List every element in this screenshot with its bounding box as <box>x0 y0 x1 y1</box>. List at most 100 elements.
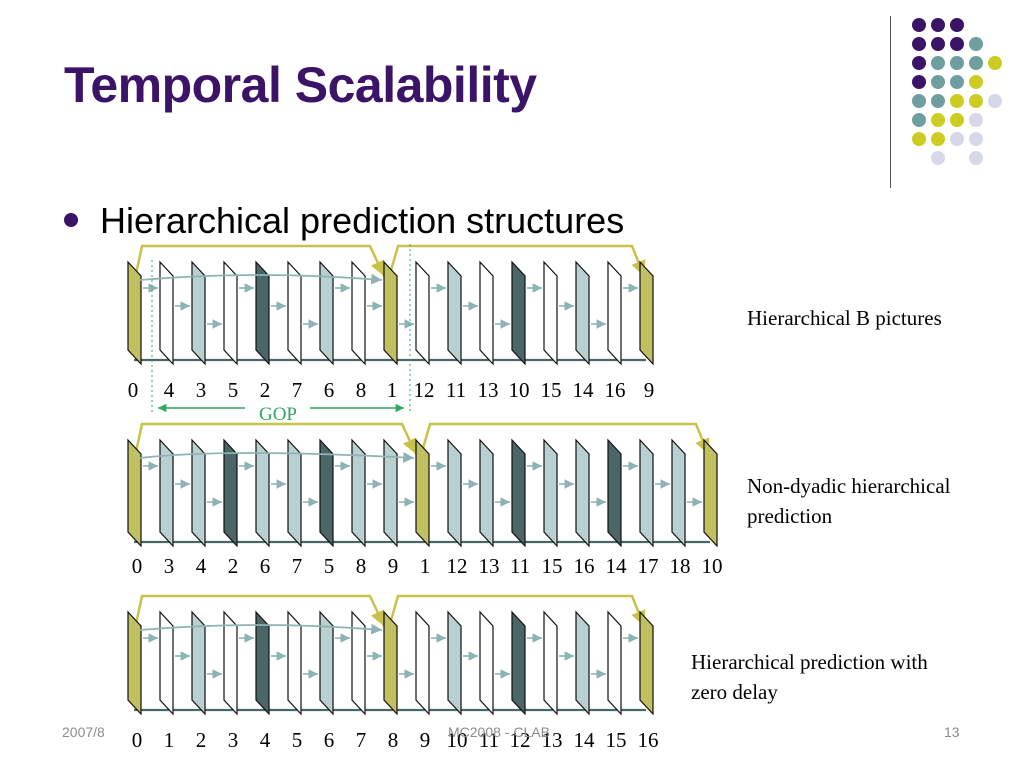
frame-level3 <box>351 610 366 716</box>
frame-order-label: 8 <box>356 378 367 402</box>
frame-order-label: 11 <box>510 554 530 578</box>
frame-level1 <box>511 260 526 366</box>
frame-level3 <box>479 260 494 366</box>
frame-key <box>127 260 142 366</box>
frame-level2 <box>479 438 494 548</box>
frame-level2 <box>319 610 334 716</box>
frame-level1 <box>223 438 238 548</box>
frame-order-label: 8 <box>356 554 367 578</box>
decorative-dot <box>950 56 964 70</box>
frame-order-label: 11 <box>446 378 466 402</box>
prediction-arc <box>139 452 415 463</box>
decorative-dot <box>912 37 926 51</box>
caption-non-dyadic-line-1: Non-dyadic hierarchical <box>747 474 951 498</box>
caption-hierarchical-b: Hierarchical B pictures <box>747 306 942 330</box>
frame-order-label: 15 <box>542 554 563 578</box>
frame-order-label: 15 <box>541 378 562 402</box>
decorative-dot <box>931 151 945 165</box>
frame-order-label: 6 <box>324 378 335 402</box>
caption-non-dyadic-line-2: prediction <box>747 504 833 528</box>
decorative-dot <box>969 37 983 51</box>
frame-order-label: 13 <box>542 728 563 752</box>
frame-level1 <box>511 438 526 548</box>
frame-order-label: 7 <box>292 554 303 578</box>
frame-level2 <box>639 438 654 548</box>
gop-bracket-arrow <box>134 422 418 455</box>
frame-level3 <box>415 610 430 716</box>
frame-order-label: 14 <box>606 554 628 578</box>
frame-level2 <box>351 438 366 548</box>
frame-order-label: 4 <box>260 728 271 752</box>
decorative-dot <box>912 18 926 32</box>
frame-order-label: 10 <box>509 378 530 402</box>
frame-level1 <box>319 438 334 548</box>
decorative-dot <box>969 132 983 146</box>
frame-level2 <box>447 438 462 548</box>
decorative-dot <box>950 132 964 146</box>
frame-key <box>383 260 398 366</box>
frame-level1 <box>607 438 622 548</box>
frame-order-label: 16 <box>605 378 626 402</box>
frame-level3 <box>607 610 622 716</box>
frame-key <box>639 260 654 366</box>
decorative-dot <box>950 113 964 127</box>
gop-bracket-arrow <box>420 422 710 455</box>
frame-order-label: 5 <box>324 554 335 578</box>
decorative-dot-grid <box>900 10 1010 170</box>
frame-order-label: 2 <box>228 554 239 578</box>
frame-order-label: 5 <box>292 728 303 752</box>
frame-order-label: 1 <box>164 728 175 752</box>
frame-level2 <box>191 610 206 716</box>
frame-level2 <box>191 260 206 366</box>
decorative-dot <box>931 56 945 70</box>
decorative-dot <box>969 113 983 127</box>
decorative-dot <box>969 151 983 165</box>
frame-order-label: 12 <box>510 728 531 752</box>
frame-order-label: 0 <box>128 378 139 402</box>
frame-order-label: 6 <box>260 554 271 578</box>
frame-level2 <box>383 438 398 548</box>
decorative-dot <box>950 18 964 32</box>
gop-label: GOP <box>259 404 297 425</box>
frame-order-label: 12 <box>447 554 468 578</box>
frame-order-label: 9 <box>420 728 431 752</box>
frame-order-label: 12 <box>414 378 435 402</box>
frame-order-label: 5 <box>228 378 239 402</box>
slide-title: Temporal Scalability <box>64 57 537 113</box>
decorative-dot <box>912 113 926 127</box>
frame-order-label: 9 <box>644 378 655 402</box>
decorative-dot <box>969 75 983 89</box>
bullet-item: Hierarchical prediction structures <box>64 200 624 242</box>
gop-bracket-arrow <box>134 594 386 627</box>
decorative-dot <box>931 75 945 89</box>
gop-bracket-arrow <box>388 594 646 627</box>
frame-order-label: 10 <box>702 554 723 578</box>
frame-order-label: 6 <box>324 728 335 752</box>
frame-level2 <box>575 610 590 716</box>
frame-order-label: 0 <box>132 554 143 578</box>
caption-zero-delay: Hierarchical prediction with zero delay <box>691 647 928 707</box>
frame-level3 <box>223 260 238 366</box>
frame-order-label: 1 <box>387 378 398 402</box>
gop-bracket-arrow <box>134 244 386 277</box>
frame-order-label: 13 <box>478 378 499 402</box>
decorative-dot <box>912 75 926 89</box>
caption-zero-delay-line-1: Hierarchical prediction with <box>691 650 928 674</box>
frame-order-label: 4 <box>196 554 207 578</box>
frame-level2 <box>255 438 270 548</box>
frame-order-label: 0 <box>132 728 143 752</box>
decorative-dot <box>912 132 926 146</box>
decorative-dot <box>950 75 964 89</box>
frame-order-label: 8 <box>388 728 399 752</box>
decorative-dot <box>988 94 1002 108</box>
frame-order-label: 14 <box>574 728 596 752</box>
frame-level2 <box>543 438 558 548</box>
frame-level2 <box>447 260 462 366</box>
bullet-text: Hierarchical prediction structures <box>100 200 625 241</box>
frame-level1 <box>511 610 526 716</box>
frame-key <box>383 610 398 716</box>
frame-level3 <box>543 260 558 366</box>
frame-key <box>127 438 142 548</box>
caption-non-dyadic: Non-dyadic hierarchical prediction <box>747 471 950 531</box>
frame-key <box>127 610 142 716</box>
